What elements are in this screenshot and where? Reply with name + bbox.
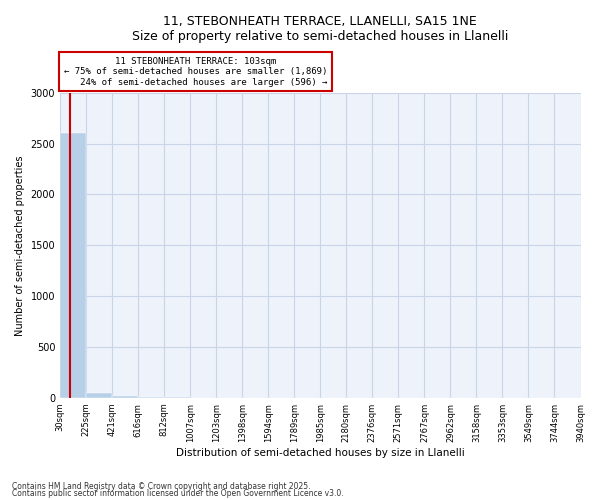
- Y-axis label: Number of semi-detached properties: Number of semi-detached properties: [15, 155, 25, 336]
- X-axis label: Distribution of semi-detached houses by size in Llanelli: Distribution of semi-detached houses by …: [176, 448, 465, 458]
- Bar: [60, 134, 86, 398]
- Bar: [86, 394, 112, 398]
- Text: Contains HM Land Registry data © Crown copyright and database right 2025.: Contains HM Land Registry data © Crown c…: [12, 482, 311, 491]
- Title: 11, STEBONHEATH TERRACE, LLANELLI, SA15 1NE
Size of property relative to semi-de: 11, STEBONHEATH TERRACE, LLANELLI, SA15 …: [132, 15, 509, 43]
- Text: Contains public sector information licensed under the Open Government Licence v3: Contains public sector information licen…: [12, 489, 344, 498]
- Text: 11 STEBONHEATH TERRACE: 103sqm
← 75% of semi-detached houses are smaller (1,869): 11 STEBONHEATH TERRACE: 103sqm ← 75% of …: [64, 57, 327, 86]
- Bar: [138, 397, 164, 398]
- Bar: [112, 396, 138, 398]
